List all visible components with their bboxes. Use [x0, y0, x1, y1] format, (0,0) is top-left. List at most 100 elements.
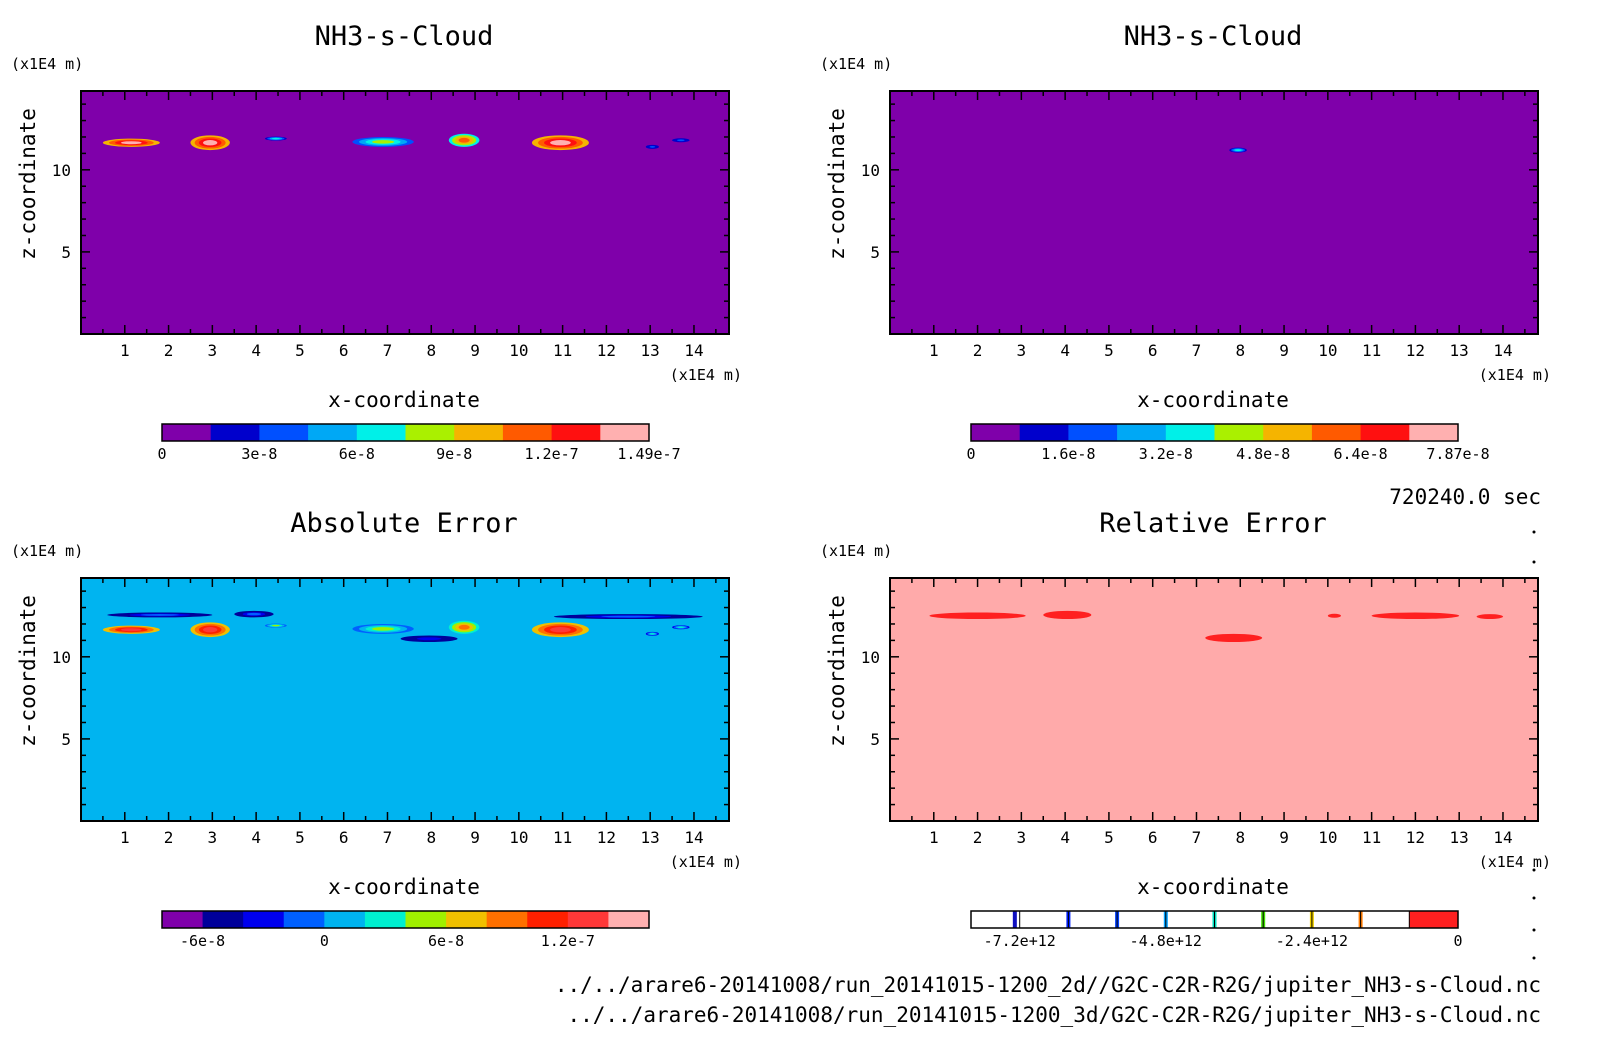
colorbar-stripe: [1012, 911, 1017, 928]
contour-feature: [264, 136, 287, 141]
chart-title: NH3-s-Cloud: [315, 21, 494, 52]
x-tick-label: 3: [208, 828, 218, 847]
x-tick-label: 5: [1104, 341, 1114, 360]
x-tick-label: 11: [1362, 341, 1381, 360]
y-axis-unit: (x1E4 m): [11, 542, 83, 560]
contour-feature: [352, 623, 414, 634]
colorbar-frame: [161, 910, 650, 929]
colorbar: 0 1.6e-8 3.2e-8 4.8e-8 6.4e-8 7.87e-8: [966, 423, 1490, 463]
contour-feature: [1371, 612, 1460, 620]
x-tick-label: 4: [1060, 341, 1070, 360]
contour-feature: [400, 635, 458, 643]
colorbar-tick-label: 0: [966, 445, 975, 463]
x-tick-label: 1: [929, 828, 939, 847]
margin-dot: [1532, 560, 1536, 564]
colorbar-segment: [162, 911, 204, 928]
colorbar-segment: [486, 911, 528, 928]
y-tick-label: 5: [61, 730, 71, 749]
contour-feature: [352, 136, 414, 147]
colorbar-segment: [243, 911, 285, 928]
x-tick-label: 7: [1192, 828, 1202, 847]
x-tick-label: 10: [1318, 341, 1337, 360]
file-path: ../../arare6-20141008/run_20141015-1200_…: [555, 973, 1541, 997]
x-tick-label: 5: [1104, 828, 1114, 847]
x-tick-label: 1: [929, 341, 939, 360]
colorbar-segment: [259, 424, 309, 441]
colorbar-segment: [502, 424, 553, 441]
x-axis-unit: (x1E4 m): [1479, 853, 1551, 871]
x-tick-label: 9: [470, 341, 480, 360]
margin-dot: [1532, 896, 1536, 900]
contour-feature: [1229, 147, 1247, 153]
x-tick-label: 7: [383, 341, 393, 360]
colorbar-segment: [1311, 911, 1362, 928]
x-tick-label: 6: [1148, 341, 1158, 360]
colorbar-tick-label: -7.2e+12: [984, 932, 1056, 950]
plot-field: [890, 91, 1538, 334]
x-tick-label: 9: [1279, 828, 1289, 847]
colorbar-tick-label: 6e-8: [339, 445, 375, 463]
colorbar-tick-label: 0: [1453, 932, 1462, 950]
plot-frame: [889, 90, 1539, 335]
colorbar-segment: [527, 911, 569, 928]
x-tick-label: 7: [1192, 341, 1202, 360]
x-axis-unit: (x1E4 m): [670, 853, 742, 871]
x-tick-label: 2: [164, 828, 174, 847]
x-tick-label: 12: [1406, 341, 1425, 360]
x-tick-label: 14: [1493, 828, 1512, 847]
x-tick-label: 8: [1235, 828, 1245, 847]
x-axis-label: x-coordinate: [328, 875, 480, 899]
colorbar-segment: [1165, 911, 1215, 928]
y-axis-unit: (x1E4 m): [820, 542, 892, 560]
plot-frame: [889, 577, 1539, 822]
x-tick-label: 3: [1017, 341, 1027, 360]
colorbar-frame: [970, 423, 1459, 442]
y-tick-label: 10: [52, 648, 71, 667]
margin-dot: [1532, 530, 1536, 534]
colorbar-segment: [162, 424, 212, 441]
x-tick-label: 8: [426, 828, 436, 847]
colorbar-segment: [608, 911, 650, 928]
contour-feature: [102, 625, 160, 634]
x-tick-label: 8: [426, 341, 436, 360]
colorbar-frame: [970, 910, 1459, 929]
colorbar-segment: [971, 911, 1021, 928]
x-tick-label: 12: [597, 341, 616, 360]
contour-feature: [1205, 633, 1263, 643]
x-tick-label: 13: [1450, 341, 1469, 360]
plot-frame: [80, 577, 730, 822]
x-tick-label: 2: [973, 828, 983, 847]
contour-feature: [234, 610, 274, 618]
x-tick-label: 11: [553, 828, 572, 847]
colorbar: -6e-8 0 6e-8 1.2e-7: [161, 910, 650, 950]
x-tick-label: 13: [641, 341, 660, 360]
x-axis-label: x-coordinate: [328, 388, 480, 412]
contour-feature: [107, 612, 213, 618]
colorbar-segment: [202, 911, 244, 928]
colorbar-tick-label: 1.6e-8: [1041, 445, 1095, 463]
y-tick-label: 10: [861, 648, 880, 667]
colorbar: 0 3e-8 6e-8 9e-8 1.2e-7 1.49e-7: [157, 423, 681, 463]
x-tick-label: 7: [383, 828, 393, 847]
y-axis-unit: (x1E4 m): [820, 55, 892, 73]
contour-feature: [672, 625, 690, 630]
colorbar-segment: [364, 911, 406, 928]
x-tick-label: 1: [120, 828, 130, 847]
time-label: 720240.0 sec: [1389, 485, 1541, 509]
contour-feature: [553, 614, 703, 620]
x-tick-label: 6: [1148, 828, 1158, 847]
colorbar-segment: [551, 424, 601, 441]
contour-feature: [1476, 614, 1503, 620]
colorbar-segment: [324, 911, 366, 928]
y-tick-label: 5: [870, 730, 880, 749]
colorbar-tick-label: 1.2e-7: [525, 445, 579, 463]
x-tick-label: 14: [1493, 341, 1512, 360]
x-tick-label: 3: [1017, 828, 1027, 847]
contour-feature: [448, 620, 480, 634]
colorbar-tick-label: 7.87e-8: [1426, 445, 1489, 463]
colorbar-segment: [454, 424, 504, 441]
colorbar-tick-label: -2.4e+12: [1276, 932, 1348, 950]
